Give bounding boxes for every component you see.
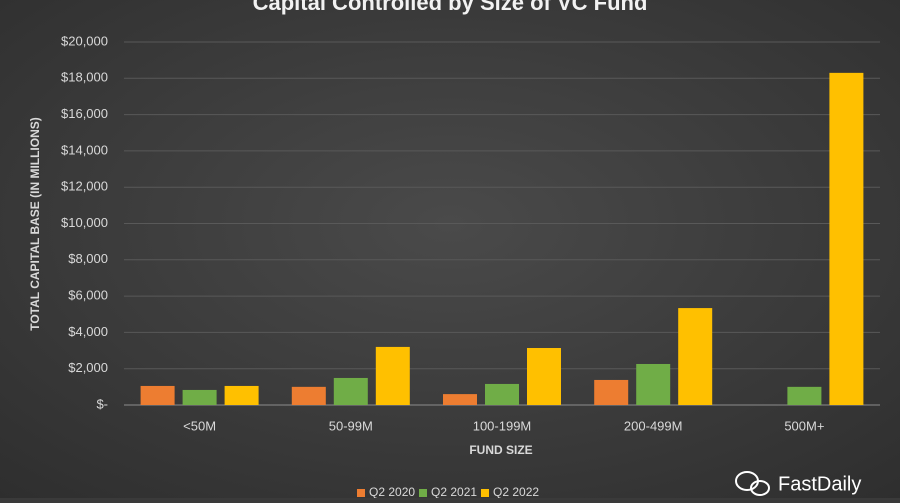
legend-swatch xyxy=(419,489,427,497)
bar xyxy=(140,385,175,405)
watermark-icon xyxy=(750,480,770,496)
y-tick-label: $- xyxy=(96,396,108,411)
watermark-text: FastDaily xyxy=(778,473,861,495)
legend-label: Q2 2020 xyxy=(369,485,415,498)
bar xyxy=(375,346,410,405)
bar xyxy=(291,386,326,405)
x-tick-label: 500M+ xyxy=(784,418,824,433)
bar xyxy=(182,389,217,405)
y-tick-label: $20,000 xyxy=(61,33,108,48)
y-tick-label: $10,000 xyxy=(61,215,108,230)
chart-title: Capital Controlled by Size of VC Fund xyxy=(253,0,648,15)
legend-label: Q2 2022 xyxy=(493,485,539,498)
y-tick-label: $2,000 xyxy=(68,360,108,375)
bar xyxy=(527,348,561,405)
y-tick-label: $12,000 xyxy=(61,179,108,194)
y-tick-label: $4,000 xyxy=(68,324,108,339)
x-tick-label: 50-99M xyxy=(329,418,373,433)
legend-label: Q2 2021 xyxy=(431,485,477,498)
legend-swatch xyxy=(357,489,365,497)
bar xyxy=(224,385,259,405)
y-tick-label: $8,000 xyxy=(68,251,108,266)
y-tick-label: $16,000 xyxy=(61,106,108,121)
y-axis-title: TOTAL CAPITAL BASE (IN MILLIONS) xyxy=(28,117,42,331)
x-tick-label: 200-499M xyxy=(624,418,683,433)
legend-swatch xyxy=(481,489,489,497)
x-tick-label: 100-199M xyxy=(473,418,532,433)
bar xyxy=(333,377,368,405)
y-tick-label: $18,000 xyxy=(61,70,108,85)
bar xyxy=(829,72,864,405)
x-tick-label: <50M xyxy=(183,418,216,433)
bar xyxy=(485,383,519,405)
bar xyxy=(636,363,671,405)
x-axis-title: FUND SIZE xyxy=(469,443,532,457)
y-tick-label: $14,000 xyxy=(61,142,108,157)
bar xyxy=(678,308,713,405)
watermark: FastDaily xyxy=(735,471,861,496)
y-tick-label: $6,000 xyxy=(68,288,108,303)
bar xyxy=(594,379,629,405)
bar xyxy=(443,394,477,405)
bar xyxy=(787,386,822,405)
